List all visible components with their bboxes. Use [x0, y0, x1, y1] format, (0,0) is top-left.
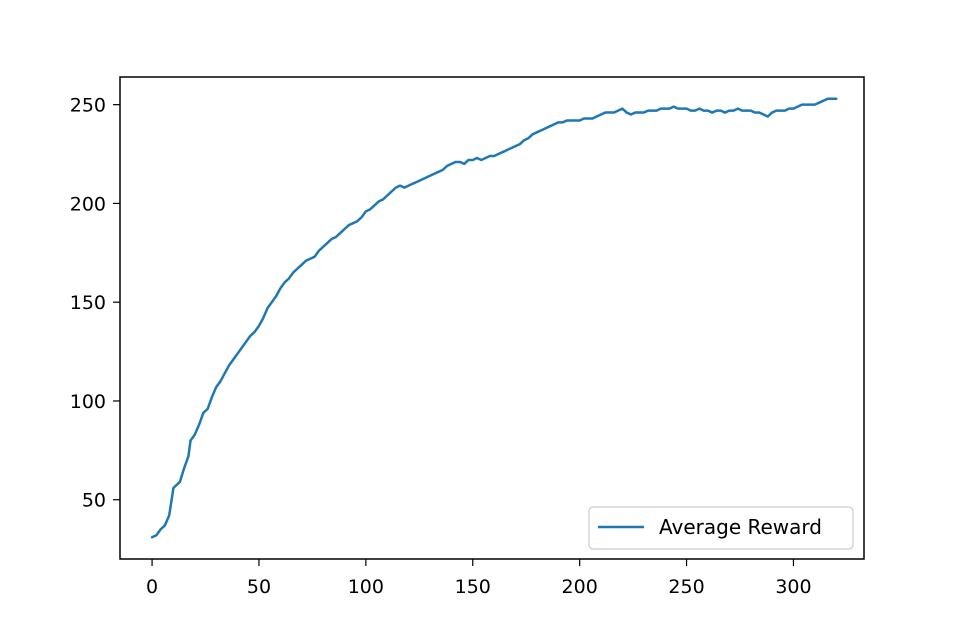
legend-label-average-reward: Average Reward [659, 515, 822, 539]
x-tick-label: 0 [146, 576, 158, 598]
series-line-average-reward [150, 97, 838, 539]
series-layer [150, 97, 838, 539]
x-tick-label: 300 [775, 576, 811, 598]
plot-frame [119, 76, 865, 560]
x-tick-label: 100 [348, 576, 384, 598]
y-tick-label: 250 [70, 95, 106, 117]
x-tick-label: 250 [668, 576, 704, 598]
x-axis-ticks: 0 50 100 150 200 250 300 [146, 559, 812, 598]
y-axis-ticks: 50 100 150 200 250 [70, 95, 120, 512]
x-tick-label: 200 [562, 576, 598, 598]
x-tick-label: 150 [455, 576, 491, 598]
y-tick-label: 50 [82, 490, 106, 512]
x-tick-label: 50 [247, 576, 271, 598]
y-tick-label: 200 [70, 193, 106, 215]
y-tick-label: 100 [70, 391, 106, 413]
legend: Average Reward [588, 506, 854, 550]
y-tick-label: 150 [70, 292, 106, 314]
legend-box [588, 506, 854, 550]
